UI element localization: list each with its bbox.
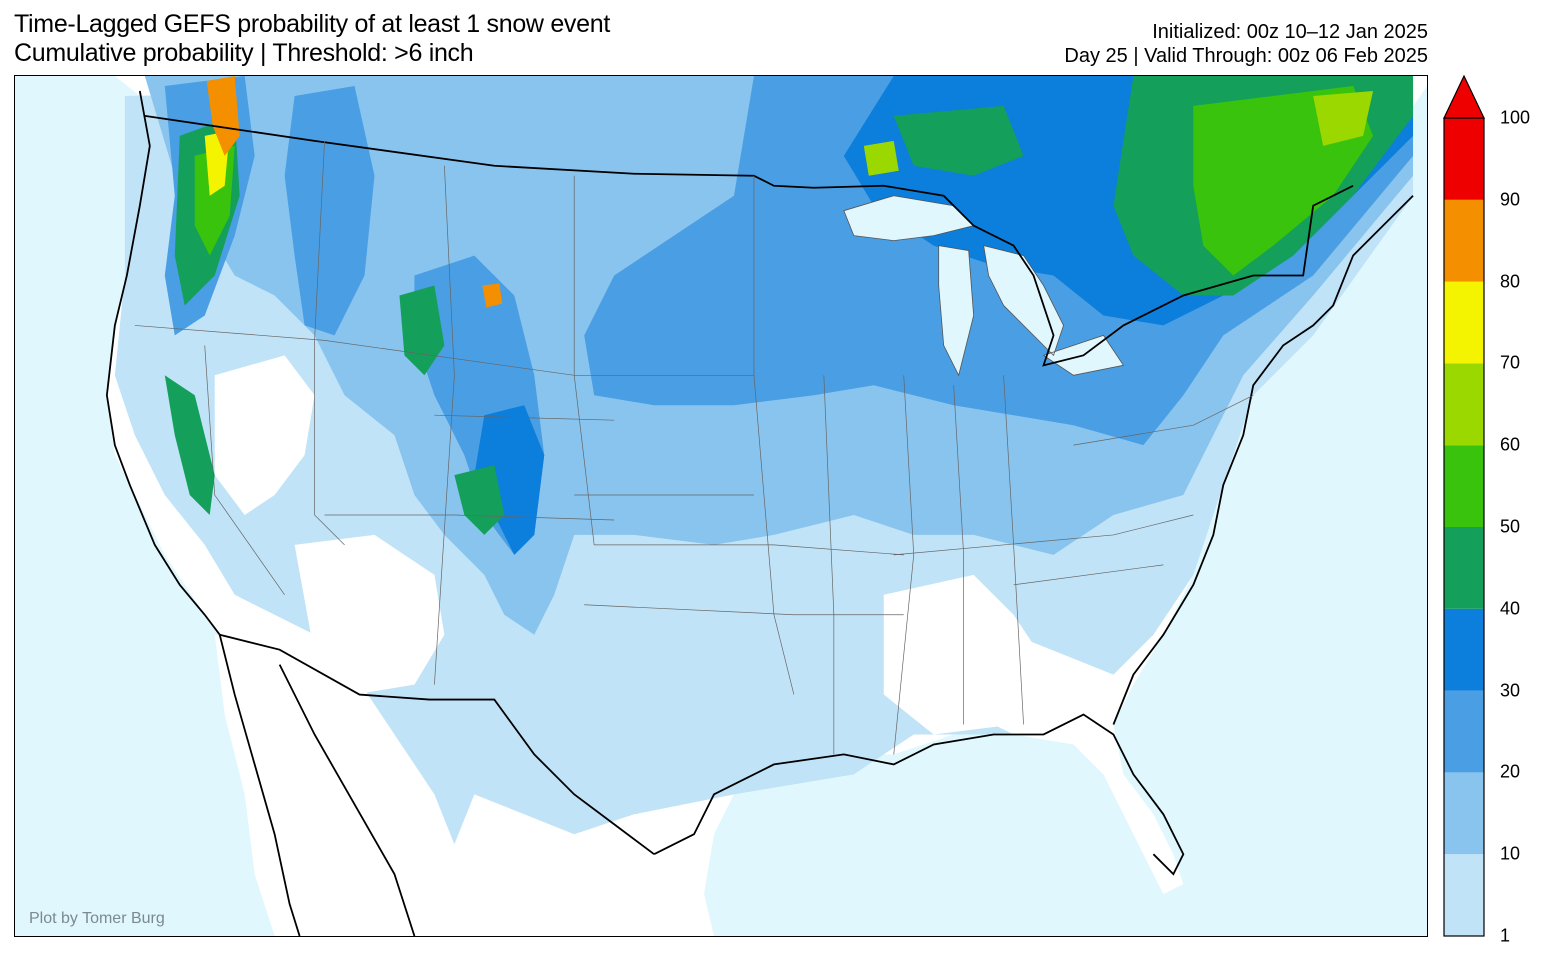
mexico-mainland-coast	[278, 664, 416, 936]
colorbar-extend-arrow	[1443, 74, 1485, 119]
plot-credit: Plot by Tomer Burg	[29, 910, 165, 927]
title-line2: Cumulative probability | Threshold: >6 i…	[14, 39, 474, 67]
prob-40-50-co	[454, 465, 505, 535]
colorbar-tick-label: 90	[1500, 189, 1521, 210]
colorbar-bin-90-100	[1444, 118, 1484, 200]
colorbar-tick-label: 80	[1500, 271, 1521, 292]
low-prob-southeast	[883, 574, 1054, 735]
colorbar-bin-40-50	[1444, 527, 1484, 609]
colorbar-tick-label: 40	[1500, 598, 1521, 619]
map-canvas	[15, 76, 1427, 936]
colorbar-tick-label: 1	[1500, 925, 1511, 946]
great-lakes	[843, 195, 1125, 377]
colorbar-labels: 100 90 80 70 60 50 40 30 20 10 1	[1500, 0, 1550, 963]
baja-coast	[218, 634, 301, 936]
mexico-us-border	[219, 633, 655, 855]
state-borders	[134, 140, 1254, 755]
west-coast	[105, 90, 221, 636]
prob-40-50-superior	[893, 105, 1024, 176]
canada-us-border	[144, 115, 1354, 367]
colorbar-bin-50-60	[1444, 445, 1484, 527]
colorbar-bin-70-80	[1444, 281, 1484, 364]
colorbar-tick-label: 100	[1500, 107, 1531, 128]
colorbar	[1443, 74, 1485, 937]
colorbar-tick-label: 70	[1500, 352, 1521, 373]
init-time: Initialized: 00z 10–12 Jan 2025	[1152, 21, 1428, 43]
mexico-land	[214, 634, 575, 936]
prob-40-50-sierra	[164, 375, 215, 515]
valid-time: Day 25 | Valid Through: 00z 06 Feb 2025	[1064, 45, 1428, 67]
title-block: Time-Lagged GEFS probability of at least…	[14, 10, 610, 68]
map-panel: Plot by Tomer Burg	[14, 75, 1428, 937]
prob-20-30-idaho	[284, 85, 375, 336]
colorbar-tick-label: 20	[1500, 761, 1521, 782]
prob-60-70	[1313, 90, 1374, 146]
colorbar-bin-10-20	[1444, 772, 1484, 855]
colorbar-tick-label: 50	[1500, 516, 1521, 537]
subtitle-block: Initialized: 00z 10–12 Jan 2025 Day 25 |…	[1064, 20, 1428, 68]
prob-80-90-mt	[482, 283, 503, 308]
colorbar-tick-label: 10	[1500, 843, 1521, 864]
colorbar-bin-1-10	[1444, 854, 1484, 936]
gulf-coast	[653, 713, 1185, 876]
prob-80-90	[206, 76, 240, 156]
colorbar-tick-label: 30	[1500, 680, 1521, 701]
colorbar-bin-30-40	[1444, 608, 1484, 691]
prob-60-70-lakes	[863, 140, 899, 176]
prob-40-50-wy	[399, 285, 445, 376]
low-prob-southwest	[294, 534, 445, 695]
colorbar-bin-20-30	[1444, 690, 1484, 773]
title-line1: Time-Lagged GEFS probability of at least…	[14, 10, 610, 38]
colorbar-bin-60-70	[1444, 363, 1484, 446]
east-coast	[1112, 195, 1414, 725]
colorbar-bin-80-90	[1444, 199, 1484, 282]
colorbar-tick-label: 60	[1500, 434, 1521, 455]
